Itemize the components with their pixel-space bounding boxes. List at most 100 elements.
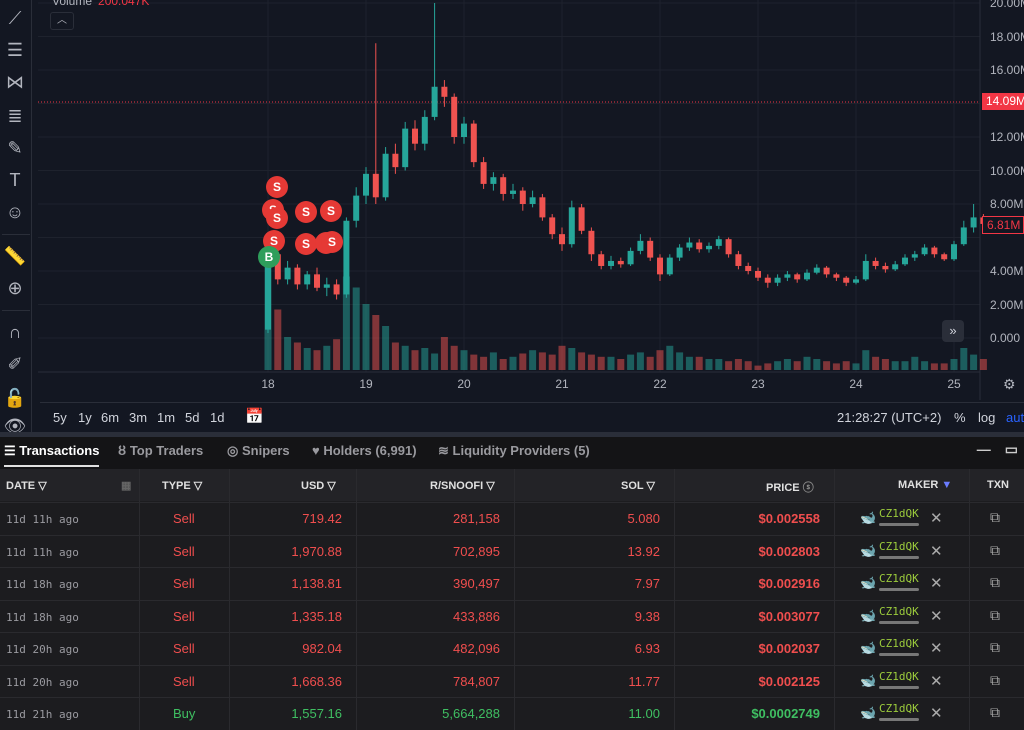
maker-link[interactable]: CZ1dQK [879, 572, 919, 585]
price-cell: $0.002803 [758, 543, 820, 559]
panel-resize-handle[interactable] [0, 432, 1024, 437]
range-3m[interactable]: 3m [129, 410, 148, 425]
table-row[interactable]: 11d 20h ago Sell 982.04 482,096 6.93 $0.… [0, 632, 1024, 664]
external-link-icon[interactable]: ⧉ [990, 704, 1000, 720]
remove-filter-icon[interactable]: ✕ [930, 672, 943, 690]
candle-body [323, 284, 330, 288]
header-token[interactable]: R/SNOOFI ▽ [430, 480, 495, 492]
maximize-icon[interactable]: ▭ [1004, 441, 1018, 457]
candle-body [931, 247, 938, 255]
volume-bar [421, 348, 429, 370]
tab-transactions[interactable]: ☰ Transactions [4, 443, 100, 467]
emoji-icon[interactable]: ☺ [5, 202, 25, 222]
sell-marker[interactable]: S [320, 200, 342, 222]
table-row[interactable]: 11d 20h ago Sell 1,668.36 784,807 11.77 … [0, 664, 1024, 697]
table-row[interactable]: 11d 21h ago Buy 1,557.16 5,664,288 11.00… [0, 697, 1024, 729]
zoom-in-icon[interactable]: ⊕ [7, 278, 23, 298]
go-to-date-icon[interactable]: 📅 [245, 408, 264, 425]
x-tick-label: 23 [751, 377, 765, 391]
range-1m[interactable]: 1m [157, 410, 176, 425]
sell-marker[interactable]: S [266, 176, 288, 198]
header-sol[interactable]: SOL ▽ [621, 480, 655, 492]
sell-marker[interactable]: S [321, 231, 343, 253]
lock-icon[interactable]: 🔓 [3, 388, 27, 408]
usd-cell: 1,557.16 [291, 706, 342, 721]
remove-filter-icon[interactable]: ✕ [930, 542, 943, 560]
tab-holders[interactable]: ♥ Holders (6,991) [312, 443, 417, 458]
pattern-icon[interactable]: ⋈ [6, 72, 24, 92]
remove-filter-icon[interactable]: ✕ [930, 705, 943, 722]
log-toggle[interactable]: log [978, 410, 996, 425]
header-maker[interactable]: MAKER ▼ [898, 479, 953, 491]
bottom-tabs: ☰ Transactions ȣ Top Traders ◎ Snipers ♥… [0, 437, 1024, 469]
candle-body [715, 239, 722, 246]
remove-filter-icon[interactable]: ✕ [930, 640, 943, 657]
text-icon[interactable]: T [9, 170, 21, 190]
sell-marker[interactable]: S [295, 201, 317, 223]
maker-link[interactable]: CZ1dQK [879, 669, 919, 683]
list-icon: ☰ [4, 443, 20, 458]
table-row[interactable]: 11d 11h ago Sell 1,970.88 702,895 13.92 … [0, 534, 1024, 567]
external-link-icon[interactable]: ⧉ [990, 671, 1000, 688]
maker-link[interactable]: CZ1dQK [879, 637, 919, 650]
tab-snipers[interactable]: ◎ Snipers [227, 443, 290, 459]
candlestick-chart[interactable] [38, 0, 1024, 400]
percent-toggle[interactable]: % [954, 410, 966, 425]
external-link-icon[interactable]: ⧉ [990, 639, 1000, 655]
remove-filter-icon[interactable]: ✕ [930, 575, 943, 592]
maker-link[interactable]: CZ1dQK [879, 507, 919, 520]
header-usd[interactable]: USD ▽ [301, 480, 336, 492]
maker-link[interactable]: CZ1dQK [879, 702, 919, 715]
scroll-to-realtime-button[interactable]: » [942, 320, 964, 342]
candle-body [333, 284, 340, 295]
candle-body [470, 123, 477, 163]
x-tick-label: 18 [261, 377, 275, 391]
volume-bar [793, 361, 801, 370]
trend-line-icon[interactable]: ⟋ [8, 8, 22, 28]
sell-marker[interactable]: S [266, 207, 288, 229]
table-row[interactable]: 11d 18h ago Sell 1,335.18 433,886 9.38 $… [0, 599, 1024, 632]
table-row[interactable]: 11d 18h ago Sell 1,138.81 390,497 7.97 $… [0, 567, 1024, 599]
sell-marker[interactable]: S [295, 233, 317, 255]
tab-top-traders[interactable]: ȣ Top Traders [118, 443, 203, 458]
volume-bar [832, 363, 840, 370]
table-row[interactable]: 11d 11h ago Sell 719.42 281,158 5.080 $0… [0, 502, 1024, 534]
maker-link[interactable]: CZ1dQK [879, 539, 919, 553]
auto-toggle[interactable]: auto [1006, 410, 1024, 425]
header-type[interactable]: TYPE ▽ [162, 480, 203, 492]
external-link-icon[interactable]: ⧉ [990, 606, 1000, 623]
calendar-icon[interactable]: ▦ [121, 480, 132, 492]
collapse-legend-button[interactable]: ︿ [50, 12, 74, 30]
external-link-icon[interactable]: ⧉ [990, 509, 1000, 525]
header-price[interactable]: PRICE ⓢ [766, 482, 814, 494]
fib-retracement-icon[interactable]: ≣ [7, 106, 23, 126]
external-link-icon[interactable]: ⧉ [990, 574, 1000, 590]
horizontal-lines-icon[interactable]: ☰ [6, 40, 24, 60]
price-chart[interactable] [38, 0, 1024, 400]
magnet-icon[interactable]: ∩ [8, 322, 22, 342]
remove-filter-icon[interactable]: ✕ [930, 607, 943, 625]
range-1y[interactable]: 1y [78, 410, 92, 425]
range-1d[interactable]: 1d [210, 410, 225, 425]
lock-drawing-icon[interactable]: ✐ [7, 354, 23, 374]
ruler-icon[interactable]: 📏 [3, 246, 27, 266]
range-6m[interactable]: 6m [101, 410, 120, 425]
brush-icon[interactable]: ✎ [7, 138, 23, 158]
remove-filter-icon[interactable]: ✕ [930, 510, 943, 527]
volume-bar [284, 337, 292, 370]
maker-link[interactable]: CZ1dQK [879, 604, 919, 618]
chart-settings-icon[interactable]: ⚙ [1003, 376, 1016, 392]
table-header: DATE ▽ ▦ TYPE ▽ USD ▽ R/SNOOFI ▽ SOL ▽ P… [0, 469, 1024, 501]
candle-body [451, 96, 458, 137]
buy-marker[interactable]: B [258, 246, 280, 268]
date-cell: 11d 21h ago [6, 708, 79, 721]
tab-liquidity-providers[interactable]: ≋ Liquidity Providers (5) [438, 443, 590, 459]
header-date[interactable]: DATE ▽ [6, 480, 47, 492]
external-link-icon[interactable]: ⧉ [990, 541, 1000, 558]
minimize-icon[interactable]: — [976, 441, 991, 457]
range-5y[interactable]: 5y [53, 410, 67, 425]
range-5d[interactable]: 5d [185, 410, 200, 425]
filter-active-icon: ▼ [941, 479, 953, 491]
date-cell: 11d 18h ago [6, 610, 79, 624]
eye-icon[interactable]: 👁 [3, 416, 27, 436]
